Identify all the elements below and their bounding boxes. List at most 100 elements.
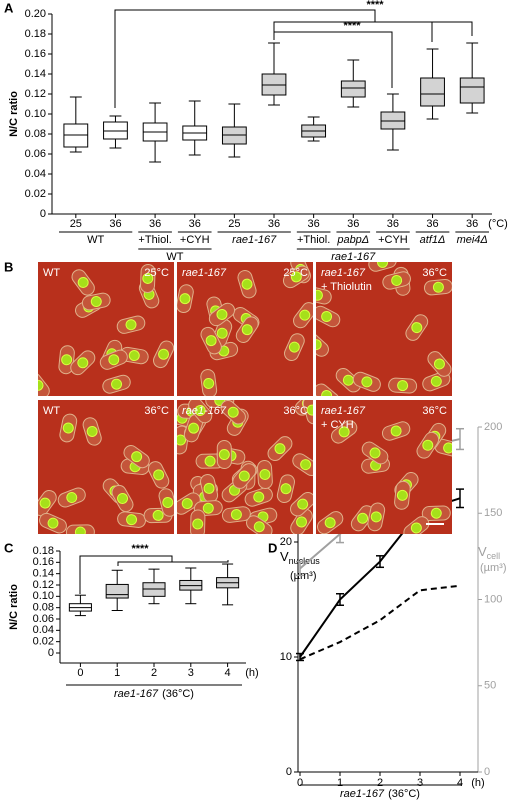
nucleus	[259, 469, 271, 481]
y2-axis-title-symbol: V	[478, 544, 487, 559]
temperature-label: 25°C	[144, 267, 169, 279]
cell	[81, 292, 111, 311]
nucleus	[77, 276, 89, 288]
y-tick-label: 20	[280, 536, 292, 548]
y-tick-label: 0.06	[25, 148, 46, 160]
x-tick-label: 36	[426, 218, 438, 230]
cell	[200, 474, 219, 503]
cell	[267, 436, 293, 462]
cell	[276, 474, 296, 504]
y-axis-title-subscript: nucleus	[289, 556, 321, 566]
nucleus	[342, 374, 354, 386]
cell	[381, 421, 411, 441]
nucleus	[192, 518, 204, 530]
cell	[421, 505, 451, 522]
cell	[382, 271, 411, 290]
cell	[38, 489, 57, 517]
x-tick-label: 36	[109, 218, 121, 230]
nucleus	[77, 357, 89, 369]
x-tick-label: 3	[417, 777, 423, 789]
y-tick-label: 0.18	[25, 28, 46, 40]
nucleus	[338, 426, 350, 438]
cell	[200, 326, 222, 355]
y-axis-title: N/C ratio	[8, 584, 20, 630]
cell	[316, 511, 344, 534]
nucleus	[90, 296, 102, 308]
cell	[147, 461, 170, 489]
y-tick-label: 0.14	[25, 68, 46, 80]
nucleus	[216, 308, 228, 320]
cell	[140, 263, 156, 293]
temperature-label: 25°C	[283, 267, 308, 279]
cell	[190, 509, 206, 534]
nucleus	[204, 455, 216, 467]
cell	[427, 351, 452, 377]
strain-label: rae1-167	[182, 267, 227, 279]
cell	[117, 511, 147, 528]
group-label: WT	[87, 234, 104, 246]
significance-bracket	[273, 31, 393, 88]
strain-label: rae1-167	[182, 405, 227, 417]
group-label: pabpΔ	[336, 234, 369, 246]
micrograph	[38, 400, 174, 534]
strain-label: rae1-167	[321, 267, 366, 279]
cell	[244, 487, 273, 507]
group-label: +Thiol.	[297, 234, 330, 246]
significance-bracket	[273, 21, 473, 36]
nucleus	[117, 492, 129, 504]
cell	[158, 488, 174, 517]
significance-bracket	[117, 560, 229, 566]
x-tick-label: 36	[268, 218, 280, 230]
temperature-label: 36°C	[422, 267, 447, 279]
cell	[434, 438, 452, 458]
micrograph	[38, 262, 174, 396]
x-tick-label: 36	[466, 218, 478, 230]
cell	[183, 414, 204, 443]
y-tick-label: 0.04	[33, 624, 54, 636]
nucleus	[411, 322, 423, 334]
significance-label: ****	[131, 543, 149, 555]
group-label: atf1Δ	[420, 234, 446, 246]
cell	[246, 515, 273, 534]
nucleus	[126, 514, 138, 526]
nucleus	[241, 278, 253, 290]
nucleus	[433, 358, 445, 370]
series-line	[299, 584, 461, 661]
y2-tick-label: 150	[484, 507, 502, 519]
x-tick-label: 1	[114, 667, 120, 679]
nucleus	[369, 447, 381, 459]
x-tick-label: 0	[297, 777, 303, 789]
cell	[209, 341, 239, 361]
nucleus	[297, 498, 309, 510]
box	[142, 582, 166, 597]
cell	[361, 441, 389, 465]
x-tick-label: 4	[457, 777, 463, 789]
strain-label: WT	[43, 405, 60, 417]
cell	[177, 284, 194, 314]
nucleus	[370, 511, 382, 523]
nucleus	[205, 335, 217, 347]
y2-axis-title: Vcell	[478, 544, 500, 561]
cell	[331, 420, 358, 444]
x-tick-label: 36	[149, 218, 161, 230]
nucleus	[361, 376, 373, 388]
x-tick-label: 36	[308, 218, 320, 230]
nucleus	[218, 449, 230, 461]
nucleus	[188, 422, 200, 434]
nucleus	[253, 491, 265, 503]
x-tick-label: 36	[387, 218, 399, 230]
x-axis-title-strain: rae1-167	[340, 788, 385, 800]
nucleus	[162, 496, 174, 508]
y2-axis-title-subscript: cell	[487, 551, 501, 561]
nucleus	[324, 517, 336, 529]
cell	[403, 516, 430, 534]
x-axis-title-strain: rae1-167	[114, 688, 159, 700]
nucleus	[111, 378, 123, 390]
nucleus	[396, 489, 408, 501]
y-tick-label: 0.16	[33, 556, 54, 568]
x-tick-label: 2	[377, 777, 383, 789]
cell	[208, 302, 236, 327]
y2-axis-title-unit: (µm³)	[480, 562, 507, 574]
x-tick-label: 1	[337, 777, 343, 789]
cell	[352, 371, 381, 392]
